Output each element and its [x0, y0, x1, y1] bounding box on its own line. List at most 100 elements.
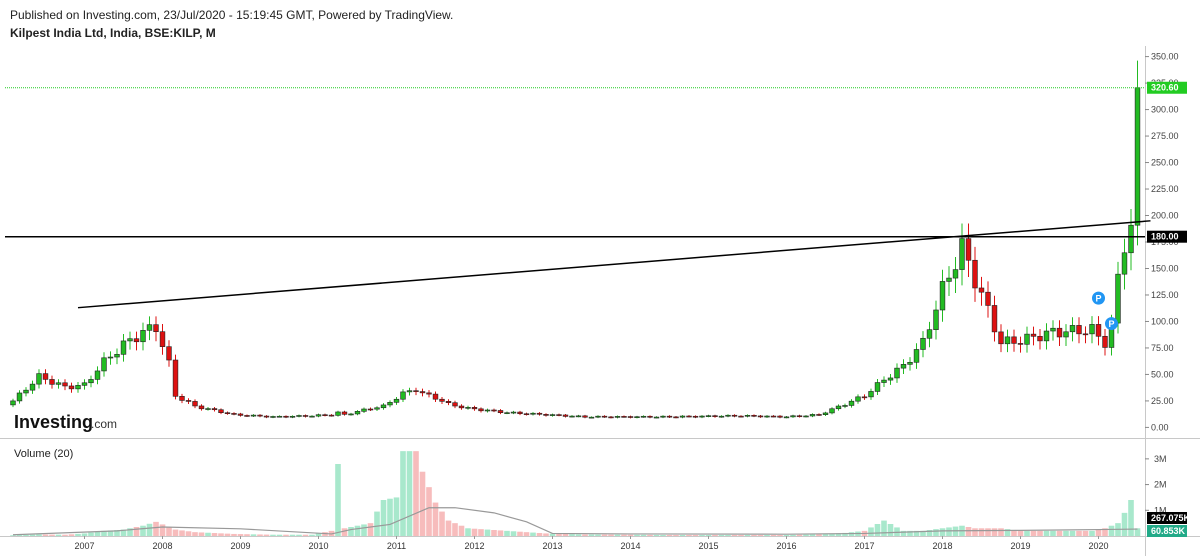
candle-body — [341, 411, 348, 415]
volume-bar — [88, 532, 94, 536]
volume-bar — [211, 533, 218, 536]
candle-body — [588, 416, 595, 419]
volume-bar — [146, 523, 153, 536]
time-tick-label: 2008 — [152, 541, 172, 551]
volume-bar — [289, 534, 296, 536]
time-tick-label: 2009 — [230, 541, 250, 551]
candle-body — [699, 415, 705, 418]
candle-body — [907, 362, 913, 365]
volume-bar — [179, 530, 185, 536]
candle-body — [712, 415, 718, 417]
volume-bar — [783, 534, 790, 536]
volume-bar — [283, 534, 289, 536]
candle-body — [478, 408, 484, 412]
volume-bar — [634, 534, 640, 536]
candle-body — [933, 309, 939, 330]
candle-body — [296, 415, 302, 417]
candle-body — [764, 415, 770, 418]
candle-body — [387, 402, 393, 406]
candle-body — [393, 398, 400, 403]
volume-bar — [153, 521, 159, 536]
candle-body — [1134, 87, 1141, 226]
candle-body — [153, 324, 159, 333]
volume-bar — [49, 534, 55, 536]
volume-bar — [523, 532, 530, 536]
volume-bar — [68, 534, 75, 536]
volume-bar — [725, 534, 731, 536]
volume-bar — [101, 530, 107, 536]
volume-last-tag-box — [1147, 525, 1187, 537]
price-tick-label: 50.00 — [1151, 369, 1174, 379]
volume-bar — [718, 534, 725, 536]
volume-bar — [530, 532, 536, 536]
candle-body — [16, 392, 23, 402]
volume-bar — [1095, 529, 1102, 536]
candle-body — [595, 415, 601, 418]
candle-body — [608, 416, 614, 419]
candle-body — [1063, 331, 1069, 338]
candle-body — [1050, 327, 1056, 332]
price-tick-label: 150.00 — [1151, 263, 1179, 273]
time-tick-label: 2014 — [620, 541, 640, 551]
candle-body — [172, 359, 179, 397]
volume-bar — [218, 533, 224, 536]
time-tick-label: 2017 — [854, 541, 874, 551]
volume-bar — [16, 535, 23, 536]
candle-body — [985, 291, 991, 306]
time-tick-label: 2013 — [542, 541, 562, 551]
volume-bar — [1102, 528, 1108, 536]
volume-bar — [692, 534, 699, 536]
volume-bar — [341, 528, 348, 536]
candle-body — [146, 324, 153, 331]
candle-body — [1115, 273, 1121, 324]
volume-bar — [1037, 530, 1043, 536]
candle-body — [257, 414, 263, 417]
candle-body — [959, 238, 965, 270]
candle-body — [29, 383, 36, 391]
price-tick-label: 125.00 — [1151, 290, 1179, 300]
volume-bar — [348, 527, 354, 536]
volume-bar — [400, 451, 406, 536]
candle-body — [842, 405, 848, 407]
candle-body — [263, 415, 270, 418]
volume-bar — [81, 533, 88, 536]
candle-body — [211, 408, 218, 411]
candle-body — [114, 354, 120, 358]
candle-body — [361, 408, 367, 412]
candle-body — [276, 415, 283, 418]
candle-body — [796, 415, 803, 418]
candle-body — [55, 382, 62, 385]
candle-body — [107, 356, 114, 359]
candle-body — [458, 405, 465, 409]
price-tick-label: 350.00 — [1151, 52, 1179, 62]
volume-bar — [686, 534, 692, 536]
volume-bar — [829, 533, 835, 536]
volume-bar — [439, 511, 445, 536]
candle-body — [419, 391, 426, 394]
candle-body — [1069, 325, 1076, 333]
volume-bar — [159, 524, 166, 536]
candle-body — [237, 413, 244, 416]
volume-bar — [751, 534, 757, 536]
volume-bar — [764, 534, 770, 536]
volume-bar — [1063, 530, 1069, 536]
candle-body — [302, 415, 309, 417]
candle-body — [660, 415, 666, 418]
axis-tags: 320.60 180.00 267.075K 60.853K — [1147, 81, 1191, 537]
volume-bar — [224, 533, 231, 536]
volume-bar — [517, 531, 523, 536]
time-tick-label: 2020 — [1088, 541, 1108, 551]
candle-body — [452, 402, 458, 407]
volume-bar — [1121, 512, 1128, 536]
trendline — [77, 220, 1151, 309]
candle-body — [166, 346, 172, 361]
candle-body — [432, 393, 439, 400]
symbol-title: Kilpest India Ltd, India, BSE:KILP, M — [10, 26, 216, 40]
candle-body — [653, 416, 660, 419]
candle-body — [881, 379, 887, 383]
volume-bar — [881, 520, 887, 536]
volume-bar — [465, 528, 471, 536]
volume-bar — [1050, 530, 1056, 536]
candle-body — [218, 409, 224, 414]
candle-body — [36, 373, 42, 385]
